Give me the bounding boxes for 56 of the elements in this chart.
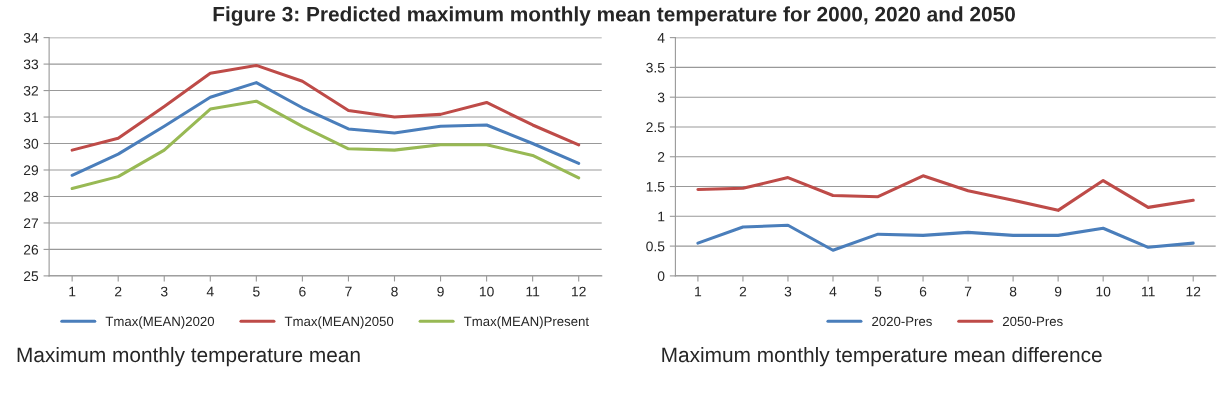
x-tick-label: 10 bbox=[479, 286, 494, 297]
line-series bbox=[696, 223, 1195, 252]
x-tick-label: 11 bbox=[526, 286, 540, 297]
y-tick-label: 29 bbox=[23, 165, 39, 176]
y-tick-label: 34 bbox=[23, 32, 39, 43]
x-tick-label: 10 bbox=[1096, 286, 1111, 297]
x-tick-label: 12 bbox=[572, 286, 586, 297]
x-tick-label: 6 bbox=[299, 286, 306, 297]
y-tick-label: 27 bbox=[23, 218, 39, 228]
line-series bbox=[70, 63, 581, 152]
y-tick-label: 25 bbox=[23, 271, 39, 282]
legend-label: Tmax(MEAN)Present bbox=[463, 316, 589, 329]
x-tick-label: 5 bbox=[874, 286, 882, 297]
y-tick-label: 26 bbox=[23, 244, 39, 255]
y-tick-label: 2.5 bbox=[646, 122, 665, 133]
x-tick-label: 1 bbox=[695, 286, 702, 297]
y-tick-label: 2 bbox=[657, 152, 665, 162]
y-tick-label: 1 bbox=[658, 211, 665, 222]
x-tick-label: 2 bbox=[739, 286, 747, 297]
x-tick-label: 5 bbox=[253, 286, 260, 297]
x-tick-label: 9 bbox=[437, 286, 444, 297]
x-tick-label: 6 bbox=[919, 286, 927, 297]
x-tick-label: 1 bbox=[69, 286, 76, 297]
y-tick-label: 1.5 bbox=[646, 182, 665, 192]
x-tick-label: 4 bbox=[206, 286, 214, 297]
text: Maximum monthly temperature mean bbox=[17, 346, 360, 367]
x-tick-label: 7 bbox=[964, 286, 972, 297]
text: Maximum monthly temperature mean difference bbox=[662, 346, 1102, 367]
x-tick-label: 8 bbox=[391, 286, 398, 297]
chart-title: Figure 3: Predicted maximum monthly mean temperature for 2000, 2020 and 2050 bbox=[213, 6, 1015, 26]
y-tick-label: 30 bbox=[23, 138, 39, 149]
x-tick-label: 3 bbox=[160, 286, 168, 297]
line-series bbox=[70, 81, 581, 177]
x-tick-label: 9 bbox=[1054, 286, 1062, 297]
y-tick-label: 4 bbox=[657, 33, 665, 43]
legend-label: 2050-Pres bbox=[1002, 316, 1063, 327]
y-tick-label: 28 bbox=[23, 191, 39, 202]
y-tick-label: 33 bbox=[23, 59, 39, 70]
x-tick-label: 7 bbox=[345, 286, 352, 297]
x-tick-label: 4 bbox=[829, 286, 837, 297]
legend-label: Tmax(MEAN)2050 bbox=[284, 316, 394, 329]
y-tick-label: 3 bbox=[657, 92, 665, 103]
y-tick-label: 0 bbox=[657, 271, 665, 282]
x-tick-label: 3 bbox=[784, 286, 792, 297]
legend-label: Tmax(MEAN)2020 bbox=[105, 316, 215, 329]
y-tick-label: 3.5 bbox=[646, 62, 665, 73]
legend-label: 2020-Pres bbox=[872, 316, 932, 327]
x-tick-label: 8 bbox=[1009, 286, 1017, 297]
y-tick-label: 31 bbox=[23, 112, 39, 123]
y-tick-label: 32 bbox=[23, 85, 39, 96]
x-tick-label: 11 bbox=[1142, 286, 1155, 297]
line-series bbox=[70, 99, 581, 191]
y-tick-label: 0.5 bbox=[646, 241, 665, 252]
line-series bbox=[696, 174, 1195, 212]
x-tick-label: 12 bbox=[1186, 286, 1201, 297]
x-tick-label: 2 bbox=[115, 286, 122, 297]
